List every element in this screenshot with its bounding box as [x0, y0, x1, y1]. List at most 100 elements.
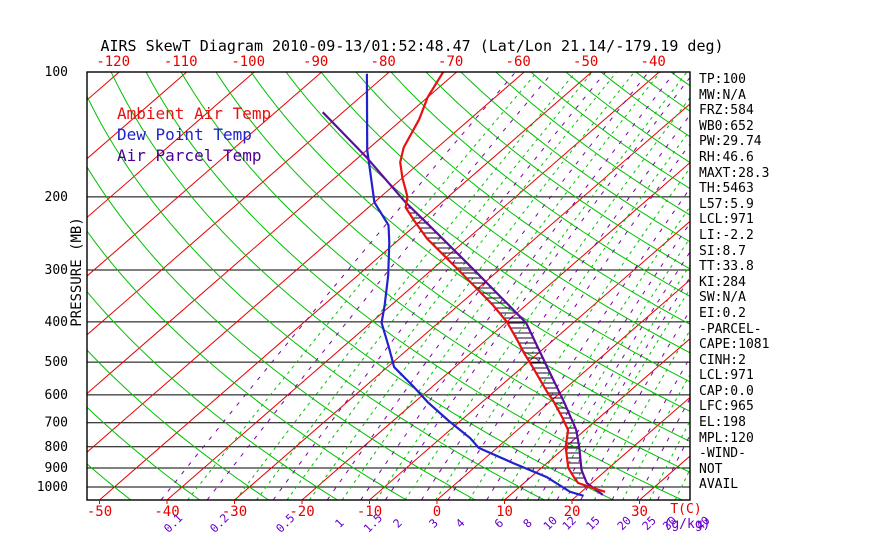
dry-adiabat-line: [87, 406, 200, 500]
isotherm-line: [369, 220, 690, 500]
stat-sw-n-a: SW:N/A: [699, 290, 746, 306]
dry-adiabat-line: [355, 72, 690, 325]
top-axis-tick-label: -70: [438, 54, 463, 70]
isotherm-line: [166, 72, 660, 500]
stat-maxt-28-3: MAXT:28.3: [699, 165, 770, 181]
mixing-ratio-tick-label: 2: [390, 516, 405, 531]
isotherm-line: [436, 279, 690, 500]
stat-pw-29-74: PW:29.74: [699, 134, 762, 150]
mixing-ratio-line: [501, 205, 690, 500]
stat-parcel: -PARCEL-: [699, 321, 762, 337]
bottom-axis-tick-label: 10: [496, 504, 513, 520]
stat-lcl-971: LCL:971: [699, 212, 754, 228]
mixing-ratio-line-labeled: [360, 72, 676, 500]
bottom-axis-tick-label: 20: [564, 504, 581, 520]
bottom-axis-tick-label: -20: [289, 504, 314, 520]
pressure-tick-label: 600: [45, 388, 68, 403]
isotherm-line: [87, 72, 458, 395]
mixing-ratio-line-labeled: [384, 76, 690, 500]
mixing-ratio-line: [435, 129, 690, 500]
isotherm-line: [504, 338, 690, 500]
stat-cape-1081: CAPE:1081: [699, 337, 770, 353]
top-axis-tick-label: -120: [96, 54, 130, 70]
mixing-ratio-line: [187, 72, 538, 500]
mixing-ratio-tick-label: 8: [520, 516, 535, 531]
stat-th-5463: TH:5463: [699, 181, 754, 197]
pressure-axis-label: PRESSURE (MB): [69, 217, 85, 327]
stat-el-198: EL:198: [699, 415, 746, 431]
stat-avail: AVAIL: [699, 477, 739, 493]
stat-lfc-965: LFC:965: [699, 399, 754, 415]
bottom-axis-tick-label: -10: [357, 504, 382, 520]
dry-adiabat-line: [565, 72, 690, 164]
dry-adiabat-line: [215, 72, 690, 442]
pressure-tick-label: 100: [45, 65, 68, 80]
mixing-ratio-line-labeled: [447, 143, 690, 500]
mixing-ratio-line-labeled: [537, 251, 690, 500]
bottom-axis-tick-label: 30: [631, 504, 648, 520]
isotherm-line: [87, 72, 188, 160]
legend-dew-point: Dew Point Temp: [117, 125, 252, 144]
stat-si-8-7: SI:8.7: [699, 243, 746, 259]
pressure-tick-label: 1000: [37, 480, 68, 495]
legend-air-parcel: Air Parcel Temp: [117, 146, 262, 165]
isotherm-line: [87, 72, 255, 219]
isotherm-line: [301, 161, 690, 500]
dry-adiabat-line: [180, 72, 690, 473]
mixing-ratio-line-labeled: [636, 397, 690, 500]
mixing-ratio-line: [375, 72, 688, 500]
mixing-ratio-tick-label: 4: [453, 516, 468, 531]
mixing-ratio-line-labeled: [206, 72, 554, 500]
stats-panel: TP:100 MW:N/A FRZ:584 WB0:652 PW:29.74 RH:46.…: [699, 72, 769, 493]
top-axis-tick-label: -100: [231, 54, 265, 70]
stat-frz-584: FRZ:584: [699, 103, 754, 119]
stat-not: NOT: [699, 461, 723, 477]
stat-lcl-971: LCL:971: [699, 368, 754, 384]
top-axis-tick-label: -90: [303, 54, 328, 70]
dry-adiabat-line: [390, 72, 690, 297]
dry-adiabat-line: [460, 72, 690, 243]
dry-adiabat-line: [87, 290, 338, 500]
cape-hatch: [405, 207, 585, 479]
mixing-ratio-line-labeled: [486, 187, 690, 500]
pressure-tick-label: 200: [45, 190, 68, 205]
mixing-ratio-line: [404, 96, 690, 500]
isotherm-line: [571, 396, 690, 500]
stat-tt-33-8: TT:33.8: [699, 259, 754, 275]
isotherm-line: [87, 72, 323, 277]
bottom-axis-tick-label: -30: [222, 504, 247, 520]
top-axis-tick-label: -80: [371, 54, 396, 70]
legend-ambient-temp: Ambient Air Temp: [117, 104, 272, 123]
dry-adiabat-line: [110, 72, 614, 500]
stat-wind: -WIND-: [699, 446, 746, 462]
pressure-tick-label: 300: [45, 263, 68, 278]
pressure-tick-label: 800: [45, 440, 68, 455]
isotherm-line: [87, 72, 120, 101]
isotherm-line: [87, 72, 390, 336]
stat-l57-5-9: L57:5.9: [699, 196, 754, 212]
mixing-ratio-line-labeled: [272, 72, 606, 500]
top-axis-tick-label: -40: [641, 54, 666, 70]
bottom-axis-tick-label: -50: [87, 504, 112, 520]
stat-wb0-652: WB0:652: [699, 118, 754, 134]
top-axis-tick-label: -50: [573, 54, 598, 70]
dry-adiabat-line: [0, 72, 62, 500]
stat-cap-0-0: CAP:0.0: [699, 383, 754, 399]
top-axis-tick-label: -60: [506, 54, 531, 70]
stat-mw-n-a: MW:N/A: [699, 87, 746, 103]
isotherm-line: [0, 72, 52, 500]
dry-adiabat-line: [425, 72, 690, 270]
pressure-tick-label: 700: [45, 416, 68, 431]
dry-adiabat-line: [530, 72, 690, 190]
dry-adiabat-line: [87, 95, 545, 500]
temp-axis-unit-label: T(C): [670, 502, 701, 517]
dry-adiabat-line: [495, 72, 690, 216]
stat-li-2-2: LI:-2.2: [699, 227, 754, 243]
stat-tp-100: TP:100: [699, 72, 746, 87]
plot-border: [86, 71, 691, 501]
mixing-ratio-line: [256, 72, 593, 500]
pressure-tick-label: 400: [45, 315, 68, 330]
dry-adiabat-line: [320, 72, 690, 354]
dry-adiabat-line: [250, 72, 690, 412]
